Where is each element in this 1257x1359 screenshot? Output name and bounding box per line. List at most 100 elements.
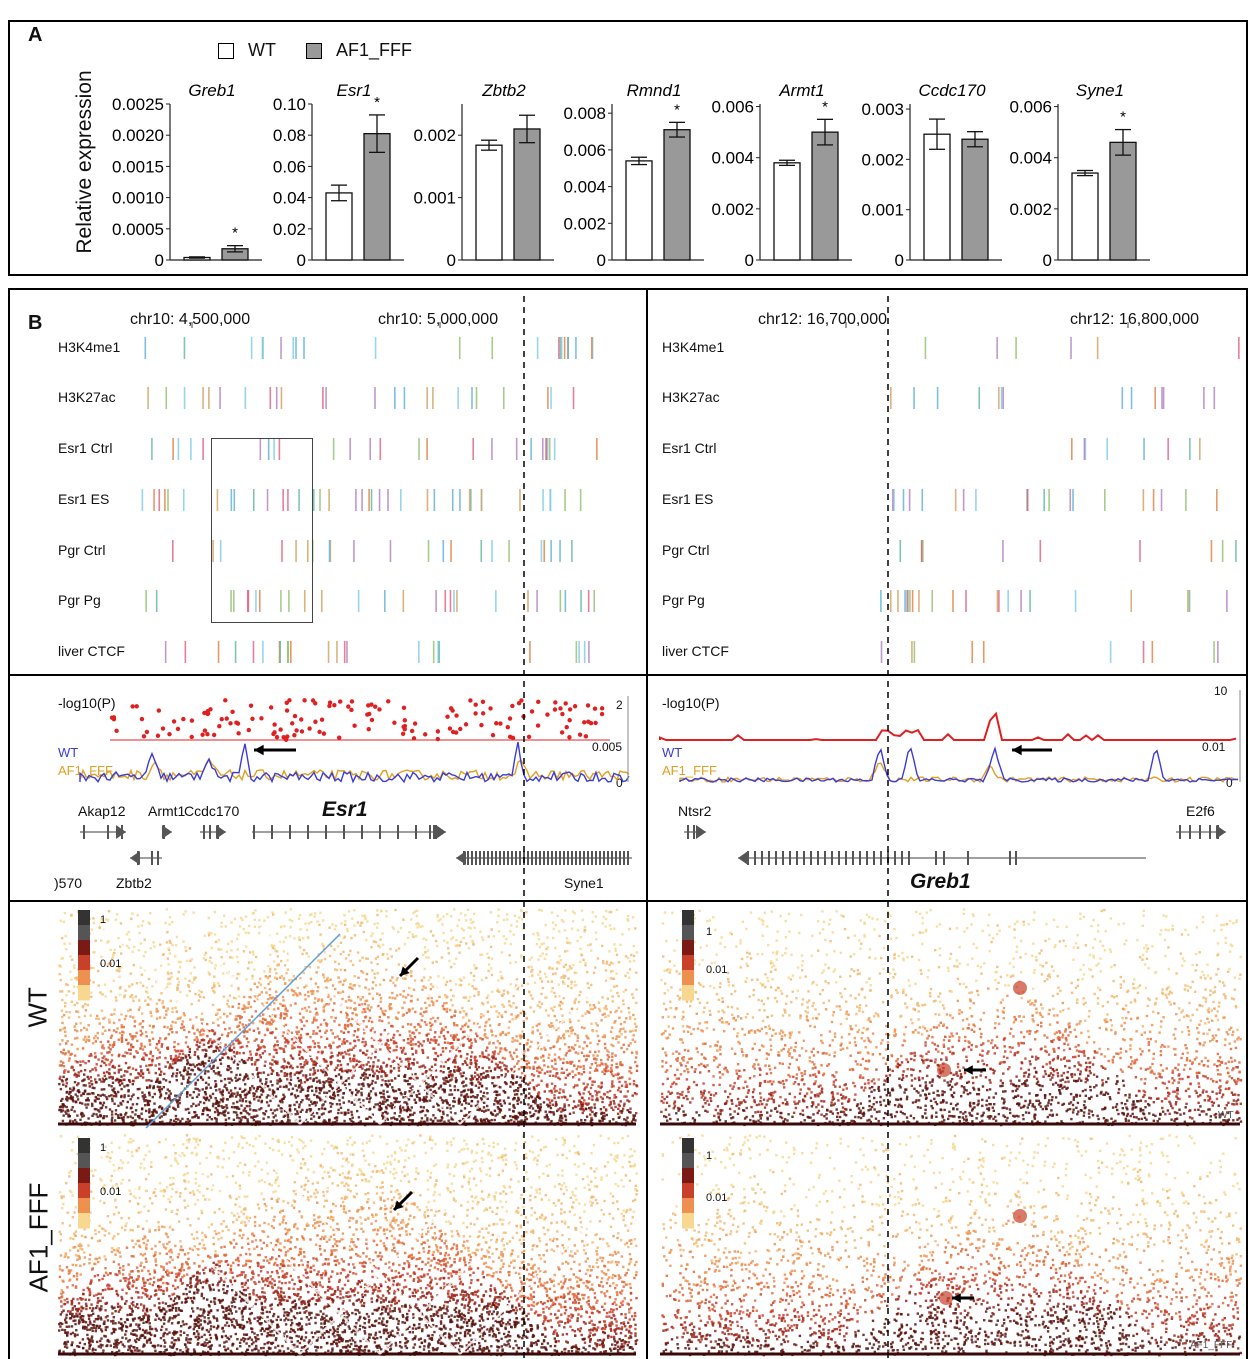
- hic-pixel: [291, 1057, 295, 1060]
- hic-pixel: [620, 1033, 623, 1036]
- hic-pixel: [64, 1052, 67, 1055]
- hic-pixel: [511, 1040, 514, 1043]
- hic-pixel: [301, 1007, 304, 1011]
- hic-pixel: [380, 1084, 383, 1087]
- hic-pixel: [326, 976, 329, 980]
- hic-pixel: [171, 1075, 174, 1078]
- hic-pixel: [396, 1030, 399, 1033]
- hic-pixel: [153, 1092, 156, 1096]
- hic-pixel: [85, 1038, 88, 1041]
- hic-pixel: [476, 1100, 480, 1103]
- hic-pixel: [520, 1057, 523, 1061]
- hic-pixel: [92, 966, 95, 970]
- hic-pixel: [224, 1052, 228, 1055]
- hic-pixel: [593, 1106, 597, 1109]
- hic-pixel: [498, 1093, 501, 1096]
- hic-pixel: [624, 1080, 627, 1084]
- hic-pixel: [561, 1014, 564, 1017]
- hic-pixel: [582, 1070, 586, 1074]
- hic-pixel: [125, 1038, 128, 1042]
- hic-pixel: [93, 1052, 97, 1055]
- hic-pixel: [228, 1027, 231, 1030]
- hic-pixel: [579, 960, 582, 963]
- hic-pixel: [434, 1041, 437, 1044]
- hic-pixel: [498, 1099, 502, 1102]
- hic-pixel: [96, 1037, 99, 1040]
- hic-pixel: [136, 1096, 140, 1100]
- hic-pixel: [442, 1077, 445, 1080]
- hic-pixel: [209, 1096, 213, 1099]
- hic-pixel: [590, 1106, 593, 1109]
- hic-pixel: [419, 1025, 422, 1028]
- hic-pixel: [113, 1012, 116, 1016]
- hic-pixel: [71, 958, 74, 961]
- hic-pixel: [550, 1082, 554, 1085]
- hic-pixel: [201, 1112, 205, 1116]
- hic-pixel: [243, 1010, 246, 1014]
- hic-pixel: [527, 1083, 530, 1086]
- hic-pixel: [532, 1065, 535, 1069]
- hic-pixel: [251, 950, 255, 953]
- hic-pixel: [427, 979, 430, 982]
- hic-pixel: [506, 918, 509, 921]
- hic-pixel: [573, 1032, 577, 1036]
- hic-pixel: [396, 977, 399, 980]
- hic-pixel: [229, 1012, 232, 1015]
- hic-pixel: [428, 1021, 432, 1025]
- hic-pixel: [247, 1040, 250, 1044]
- hic-pixel: [389, 979, 392, 982]
- hic-pixel: [249, 1053, 252, 1056]
- hic-pixel: [587, 1054, 590, 1058]
- hic-pixel: [592, 1004, 595, 1007]
- hic-pixel: [475, 1068, 479, 1071]
- hic-pixel: [153, 1102, 156, 1105]
- hic-pixel: [409, 1067, 412, 1070]
- hic-pixel: [445, 996, 448, 999]
- hic-pixel: [181, 1052, 185, 1055]
- hic-pixel: [252, 953, 255, 956]
- hic-pixel: [569, 1049, 572, 1052]
- hic-pixel: [154, 968, 157, 972]
- hic-pixel: [184, 1108, 188, 1111]
- hic-pixel: [146, 1100, 149, 1103]
- hic-pixel: [376, 1065, 379, 1068]
- hic-pixel: [596, 1024, 599, 1027]
- hic-pixel: [346, 930, 349, 933]
- hic-pixel: [283, 1074, 286, 1077]
- hic-pixel: [181, 1117, 184, 1121]
- hic-pixel: [172, 1062, 175, 1065]
- hic-pixel: [550, 1065, 554, 1068]
- hic-pixel: [157, 1048, 160, 1051]
- hic-pixel: [576, 939, 579, 943]
- hic-pixel: [96, 1014, 99, 1018]
- hic-pixel: [445, 1010, 449, 1013]
- hic-pixel: [582, 1082, 585, 1085]
- hic-pixel: [501, 1061, 504, 1065]
- hic-pixel: [521, 1071, 524, 1075]
- hic-pixel: [280, 1070, 283, 1073]
- hic-pixel: [492, 935, 495, 938]
- y-tick-label: 0: [1043, 251, 1052, 270]
- hic-pixel: [292, 993, 295, 997]
- hic-pixel: [176, 1099, 180, 1103]
- hic-pixel: [623, 1102, 626, 1105]
- hic-pixel: [286, 968, 290, 971]
- hic-pixel: [579, 947, 582, 950]
- hic-pixel: [365, 1097, 369, 1100]
- hic-pixel: [94, 1069, 98, 1072]
- hic-pixel: [548, 1053, 551, 1056]
- hic-pixel: [199, 1075, 203, 1079]
- hic-pixel: [134, 1109, 138, 1112]
- hic-pixel: [466, 1053, 469, 1056]
- hic-pixel: [196, 1064, 199, 1067]
- hic-pixel: [320, 1069, 323, 1072]
- hic-pixel: [103, 1016, 107, 1019]
- hic-pixel: [352, 1065, 355, 1068]
- hic-pixel: [255, 1066, 259, 1070]
- hic-pixel: [246, 1006, 249, 1009]
- hic-pixel: [509, 983, 513, 986]
- hic-pixel: [428, 1068, 431, 1071]
- hic-pixel: [361, 1011, 364, 1014]
- hic-pixel: [542, 1101, 546, 1104]
- hic-pixel: [436, 1016, 440, 1020]
